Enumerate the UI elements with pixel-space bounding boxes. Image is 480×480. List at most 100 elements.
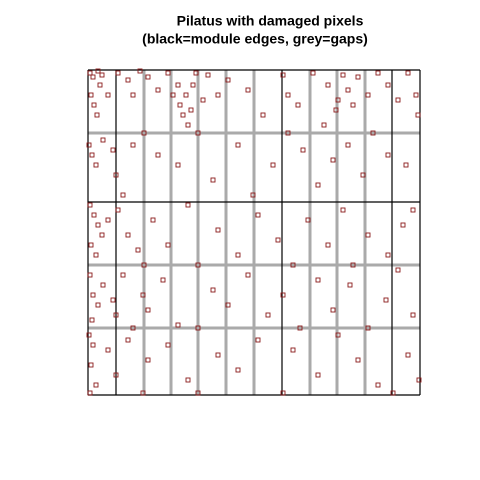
- damaged-pixel: [93, 252, 99, 258]
- damaged-pixel: [95, 302, 101, 308]
- damaged-pixel: [88, 92, 94, 98]
- damaged-pixel: [91, 102, 97, 108]
- damaged-pixel: [113, 172, 119, 178]
- damaged-pixel: [165, 342, 171, 348]
- damaged-pixel: [140, 292, 146, 298]
- damaged-pixel: [145, 74, 151, 80]
- damaged-pixel: [325, 242, 331, 248]
- damaged-pixel: [100, 137, 106, 143]
- damaged-pixel: [347, 282, 353, 288]
- damaged-pixel: [110, 297, 116, 303]
- damaged-pixel: [130, 92, 136, 98]
- damaged-pixel: [340, 72, 346, 78]
- damaged-pixel: [300, 147, 306, 153]
- chart-title: Pilatus with damaged pixels: [177, 13, 364, 29]
- damaged-pixel: [365, 92, 371, 98]
- damaged-pixel: [275, 237, 281, 243]
- damaged-pixel: [113, 312, 119, 318]
- damaged-pixel: [321, 122, 327, 128]
- damaged-pixel: [413, 92, 419, 98]
- damaged-pixel: [405, 70, 411, 76]
- damaged-pixel: [235, 367, 241, 373]
- damaged-pixel: [125, 232, 131, 238]
- damaged-pixel: [355, 357, 361, 363]
- damaged-pixel: [330, 157, 336, 163]
- damaged-pixel: [315, 277, 321, 283]
- damaged-pixel: [400, 222, 406, 228]
- damaged-pixel: [113, 372, 119, 378]
- damaged-pixel: [89, 317, 95, 323]
- damaged-pixel: [141, 130, 147, 136]
- damaged-pixel: [94, 112, 100, 118]
- damaged-pixel: [175, 162, 181, 168]
- damaged-pixel: [125, 77, 131, 83]
- damaged-pixel: [340, 207, 346, 213]
- damaged-pixel: [265, 312, 271, 318]
- damaged-pixel: [195, 390, 201, 396]
- damaged-pixel: [91, 212, 97, 218]
- damaged-pixel: [90, 342, 96, 348]
- damaged-pixel: [297, 325, 303, 331]
- chart-subtitle: (black=module edges, grey=gaps): [142, 31, 368, 47]
- damaged-pixel: [345, 87, 351, 93]
- damaged-pixel: [93, 162, 99, 168]
- damaged-pixel: [290, 347, 296, 353]
- damaged-pixel: [135, 247, 141, 253]
- damaged-pixel: [140, 390, 146, 396]
- damaged-pixel: [155, 152, 161, 158]
- damaged-pixel: [87, 70, 93, 76]
- damaged-pixel: [385, 152, 391, 158]
- damaged-pixel: [165, 70, 171, 76]
- damaged-pixel: [120, 272, 126, 278]
- damaged-pixel: [330, 307, 336, 313]
- damaged-pixel: [333, 107, 339, 113]
- damaged-pixel: [130, 142, 136, 148]
- damaged-pixel: [170, 92, 176, 98]
- damaged-pixel: [360, 172, 366, 178]
- damaged-pixel: [155, 87, 161, 93]
- damaged-pixel: [99, 72, 105, 78]
- damaged-pixel: [141, 262, 147, 268]
- damaged-pixel: [315, 372, 321, 378]
- damaged-pixel: [125, 337, 131, 343]
- damaged-pixel: [365, 232, 371, 238]
- damaged-pixel: [245, 87, 251, 93]
- damaged-pixel: [93, 382, 99, 388]
- damaged-pixel: [315, 182, 321, 188]
- damaged-pixel: [177, 102, 183, 108]
- damaged-pixel: [335, 97, 341, 103]
- damaged-pixel: [86, 332, 92, 338]
- damaged-pixel: [87, 272, 93, 278]
- damaged-pixel: [95, 222, 101, 228]
- damaged-pixel: [89, 152, 95, 158]
- damaged-pixel: [115, 207, 121, 213]
- damaged-pixel: [188, 107, 194, 113]
- damaged-pixel: [145, 357, 151, 363]
- damaged-pixel: [385, 252, 391, 258]
- damaged-pixel: [405, 352, 411, 358]
- damaged-pixel: [175, 82, 181, 88]
- damaged-pixel: [350, 262, 356, 268]
- damaged-pixel: [150, 217, 156, 223]
- damaged-pixel: [215, 92, 221, 98]
- damaged-pixel: [215, 352, 221, 358]
- damaged-pixel: [190, 82, 196, 88]
- damaged-pixel: [255, 212, 261, 218]
- damaged-pixel: [383, 297, 389, 303]
- damaged-pixel: [250, 192, 256, 198]
- damaged-pixel: [185, 202, 191, 208]
- damaged-pixel: [270, 162, 276, 168]
- damaged-pixel: [110, 147, 116, 153]
- damaged-pixel: [90, 292, 96, 298]
- damaged-pixel: [180, 112, 186, 118]
- damaged-pixel: [205, 72, 211, 78]
- damaged-pixel: [195, 130, 201, 136]
- damaged-pixel: [410, 207, 416, 213]
- damaged-pixel: [86, 142, 92, 148]
- damaged-pixel: [100, 282, 106, 288]
- damaged-pixel: [375, 70, 381, 76]
- damaged-pixel: [165, 242, 171, 248]
- damaged-pixel: [88, 362, 94, 368]
- damaged-pixel: [310, 70, 316, 76]
